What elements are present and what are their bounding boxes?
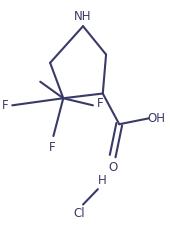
Text: F: F [48,141,55,154]
Text: F: F [97,97,104,110]
Text: O: O [109,161,118,174]
Text: OH: OH [148,112,166,125]
Text: NH: NH [74,10,92,23]
Text: H: H [98,174,106,187]
Text: Cl: Cl [73,207,85,220]
Text: F: F [2,99,8,112]
